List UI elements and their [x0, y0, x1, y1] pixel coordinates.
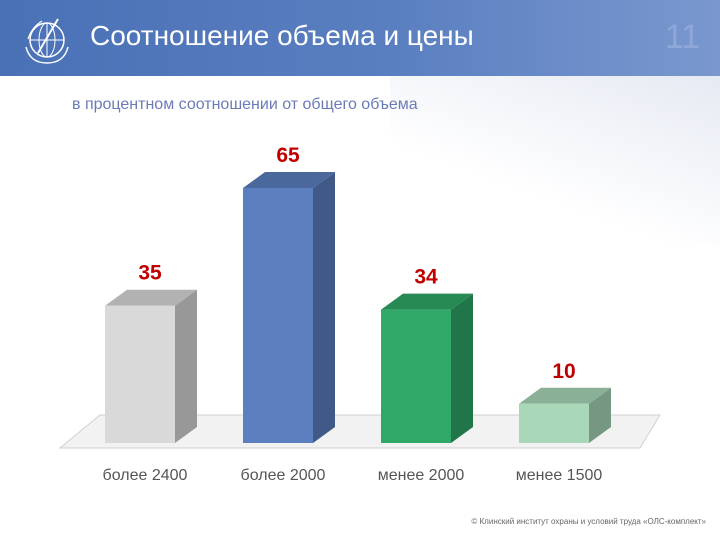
page-title: Соотношение объема и цены: [90, 20, 474, 51]
globe-logo-icon: [25, 18, 69, 64]
bar-top-4: [519, 387, 611, 404]
bar-4: [519, 403, 589, 443]
value-label-3: 34: [414, 266, 438, 289]
bar-2: [243, 188, 313, 443]
category-label-1: более 2400: [103, 467, 188, 484]
bar-side-3: [451, 293, 473, 443]
header-bar: Соотношение объема и цены 11: [0, 0, 720, 76]
bar-top-3: [381, 293, 473, 310]
bar-side-4: [589, 387, 611, 443]
bar-top-1: [105, 289, 197, 306]
chart-floor: [58, 414, 661, 449]
slide-number: 11: [664, 18, 700, 56]
value-label-1: 35: [138, 262, 162, 285]
background-glare: [390, 76, 720, 246]
category-label-4: менее 1500: [516, 467, 603, 484]
category-label-2: более 2000: [241, 467, 326, 484]
footer-copyright: © Клинский институт охраны и условий тру…: [471, 517, 706, 526]
bar-side-1: [175, 289, 197, 443]
value-label-2: 65: [276, 144, 300, 167]
value-label-4: 10: [552, 360, 575, 383]
chart-subtitle: в процентном соотношении от общего объем…: [72, 96, 418, 113]
bar-3: [381, 309, 451, 443]
category-label-3: менее 2000: [378, 467, 465, 484]
bar-1: [105, 305, 175, 443]
bar-top-2: [243, 172, 335, 188]
bar-side-2: [313, 172, 335, 443]
